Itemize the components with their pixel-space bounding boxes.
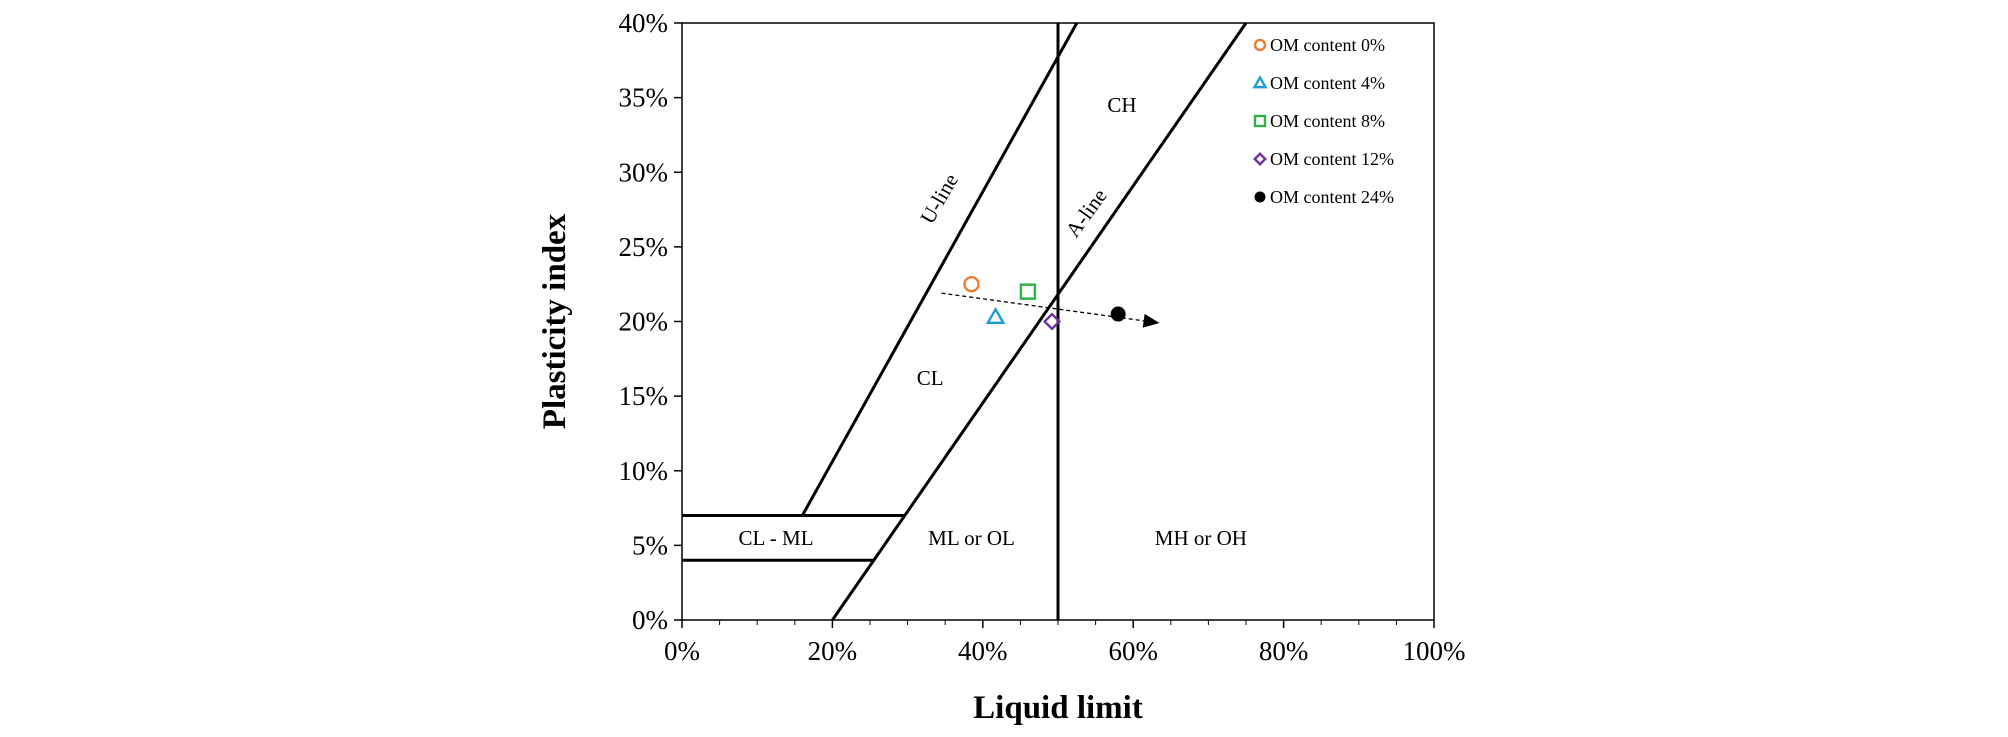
legend-label: OM content 12%	[1270, 149, 1394, 169]
legend-marker	[1254, 191, 1266, 203]
trend-arrow-line	[941, 292, 1144, 322]
line-label: U-line	[915, 169, 963, 227]
trend-arrow-group	[941, 292, 1160, 328]
y-tick-label: 30%	[619, 157, 669, 187]
y-axis-title: Plasticity index	[537, 213, 573, 429]
y-tick-label: 40%	[619, 8, 669, 38]
region-label: CL - ML	[738, 526, 813, 550]
legend-marker	[1252, 75, 1268, 89]
y-tick-label: 35%	[619, 83, 669, 113]
data-point	[1019, 283, 1037, 300]
x-tick-label: 0%	[664, 636, 700, 666]
y-tick-label: 25%	[619, 232, 669, 262]
y-tick-label: 15%	[619, 381, 669, 411]
x-tick-label: 100%	[1403, 636, 1466, 666]
y-tick-label: 5%	[632, 530, 668, 560]
y-tick-label: 0%	[632, 605, 668, 635]
region-label: CH	[1107, 93, 1136, 117]
x-axis-title: Liquid limit	[973, 690, 1143, 726]
x-tick-label: 40%	[958, 636, 1008, 666]
data-point	[963, 275, 980, 293]
data-point	[1110, 306, 1126, 322]
data-point	[985, 306, 1006, 324]
legend-marker	[1253, 152, 1267, 166]
legend: OM content 0% OM content 4% OM content 8% O…	[1252, 35, 1394, 207]
data-points	[963, 275, 1126, 331]
region-label: ML or OL	[928, 526, 1015, 550]
legend-label: OM content 8%	[1270, 111, 1385, 131]
region-label: MH or OH	[1155, 526, 1247, 550]
x-tick-label: 20%	[808, 636, 858, 666]
reference-line	[831, 22, 1248, 621]
legend-label: OM content 0%	[1270, 35, 1385, 55]
x-tick-label: 60%	[1108, 636, 1158, 666]
legend-label: OM content 24%	[1270, 187, 1394, 207]
y-tick-label: 10%	[619, 456, 669, 486]
trend-arrow-head	[1142, 313, 1160, 328]
legend-label: OM content 4%	[1270, 73, 1385, 93]
legend-marker	[1253, 114, 1267, 128]
data-point	[1042, 312, 1062, 331]
region-label: CL	[917, 366, 944, 390]
y-tick-label: 20%	[619, 307, 669, 337]
line-label: A-line	[1061, 184, 1112, 242]
reference-line	[801, 22, 1079, 517]
x-tick-label: 80%	[1259, 636, 1309, 666]
axes: 0% 20% 40% 60% 80% 100% 0% 5% 10% 15% 20% 25% 30% 35%…	[537, 8, 1466, 726]
region-labels: U-line A-line CH CL CL - ML ML or OL MH or OH	[738, 93, 1246, 550]
legend-marker	[1253, 38, 1267, 52]
